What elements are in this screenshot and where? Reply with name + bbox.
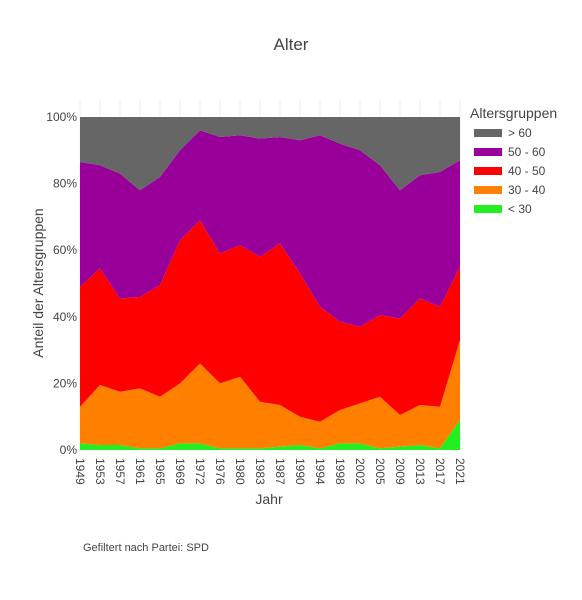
y-tick-label: 40% xyxy=(53,310,77,324)
y-tick-label: 0% xyxy=(60,443,78,457)
legend-label: < 30 xyxy=(508,202,532,216)
legend: Altersgruppen > 60 50 - 60 40 - 50 30 - 40 <… xyxy=(470,105,557,216)
stacked-areas xyxy=(80,117,460,450)
y-tick-label: 60% xyxy=(53,243,77,257)
area-60 xyxy=(80,117,460,191)
x-tick-label: 2005 xyxy=(373,458,387,485)
y-tick-label: 20% xyxy=(53,376,77,390)
x-tick-label: 1987 xyxy=(273,458,287,485)
x-tick-label: 1990 xyxy=(293,458,307,485)
x-tick-label: 1983 xyxy=(253,458,267,485)
x-tick-label: 2017 xyxy=(433,458,447,485)
legend-swatch xyxy=(474,148,502,156)
y-axis-title: Anteil der Altersgruppen xyxy=(30,208,46,357)
y-tick-label: 100% xyxy=(46,110,77,124)
legend-swatch xyxy=(474,167,502,175)
x-tick-label: 2013 xyxy=(413,458,427,485)
area-40-50 xyxy=(80,220,460,422)
filter-note: Gefiltert nach Partei: SPD xyxy=(83,542,209,554)
x-tick-label: 1961 xyxy=(133,458,147,485)
x-tick-label: 1949 xyxy=(73,458,87,485)
chart-title: Alter xyxy=(274,35,309,54)
legend-swatch xyxy=(474,205,502,213)
area-50-60 xyxy=(80,130,460,327)
legend-swatch xyxy=(474,129,502,137)
y-axis-ticks: 0% 20% 40% 60% 80% 100% xyxy=(46,110,77,457)
area-30-40 xyxy=(80,340,460,449)
x-tick-label: 1980 xyxy=(233,458,247,485)
x-tick-label: 1976 xyxy=(213,458,227,485)
legend-label: 50 - 60 xyxy=(508,145,546,159)
x-tick-label: 1972 xyxy=(193,458,207,485)
x-tick-label: 1998 xyxy=(333,458,347,485)
x-tick-label: 2002 xyxy=(353,458,367,485)
x-tick-label: 2021 xyxy=(453,458,467,485)
x-tick-label: 1969 xyxy=(173,458,187,485)
x-tick-label: 1994 xyxy=(313,458,327,485)
legend-swatch xyxy=(474,186,502,194)
y-tick-label: 80% xyxy=(53,177,77,191)
x-tick-label: 1957 xyxy=(113,458,127,485)
legend-label: 30 - 40 xyxy=(508,183,546,197)
x-tick-label: 1953 xyxy=(93,458,107,485)
x-tick-label: 2009 xyxy=(393,458,407,485)
x-axis-ticks: 1949 1953 1957 1961 1965 1969 1972 1976 1980 1983… xyxy=(73,458,467,485)
legend-label: > 60 xyxy=(508,126,532,140)
x-tick-label: 1965 xyxy=(153,458,167,485)
legend-title: Altersgruppen xyxy=(470,105,557,121)
area-30 xyxy=(80,420,460,450)
x-axis-title: Jahr xyxy=(255,491,283,507)
legend-label: 40 - 50 xyxy=(508,164,546,178)
